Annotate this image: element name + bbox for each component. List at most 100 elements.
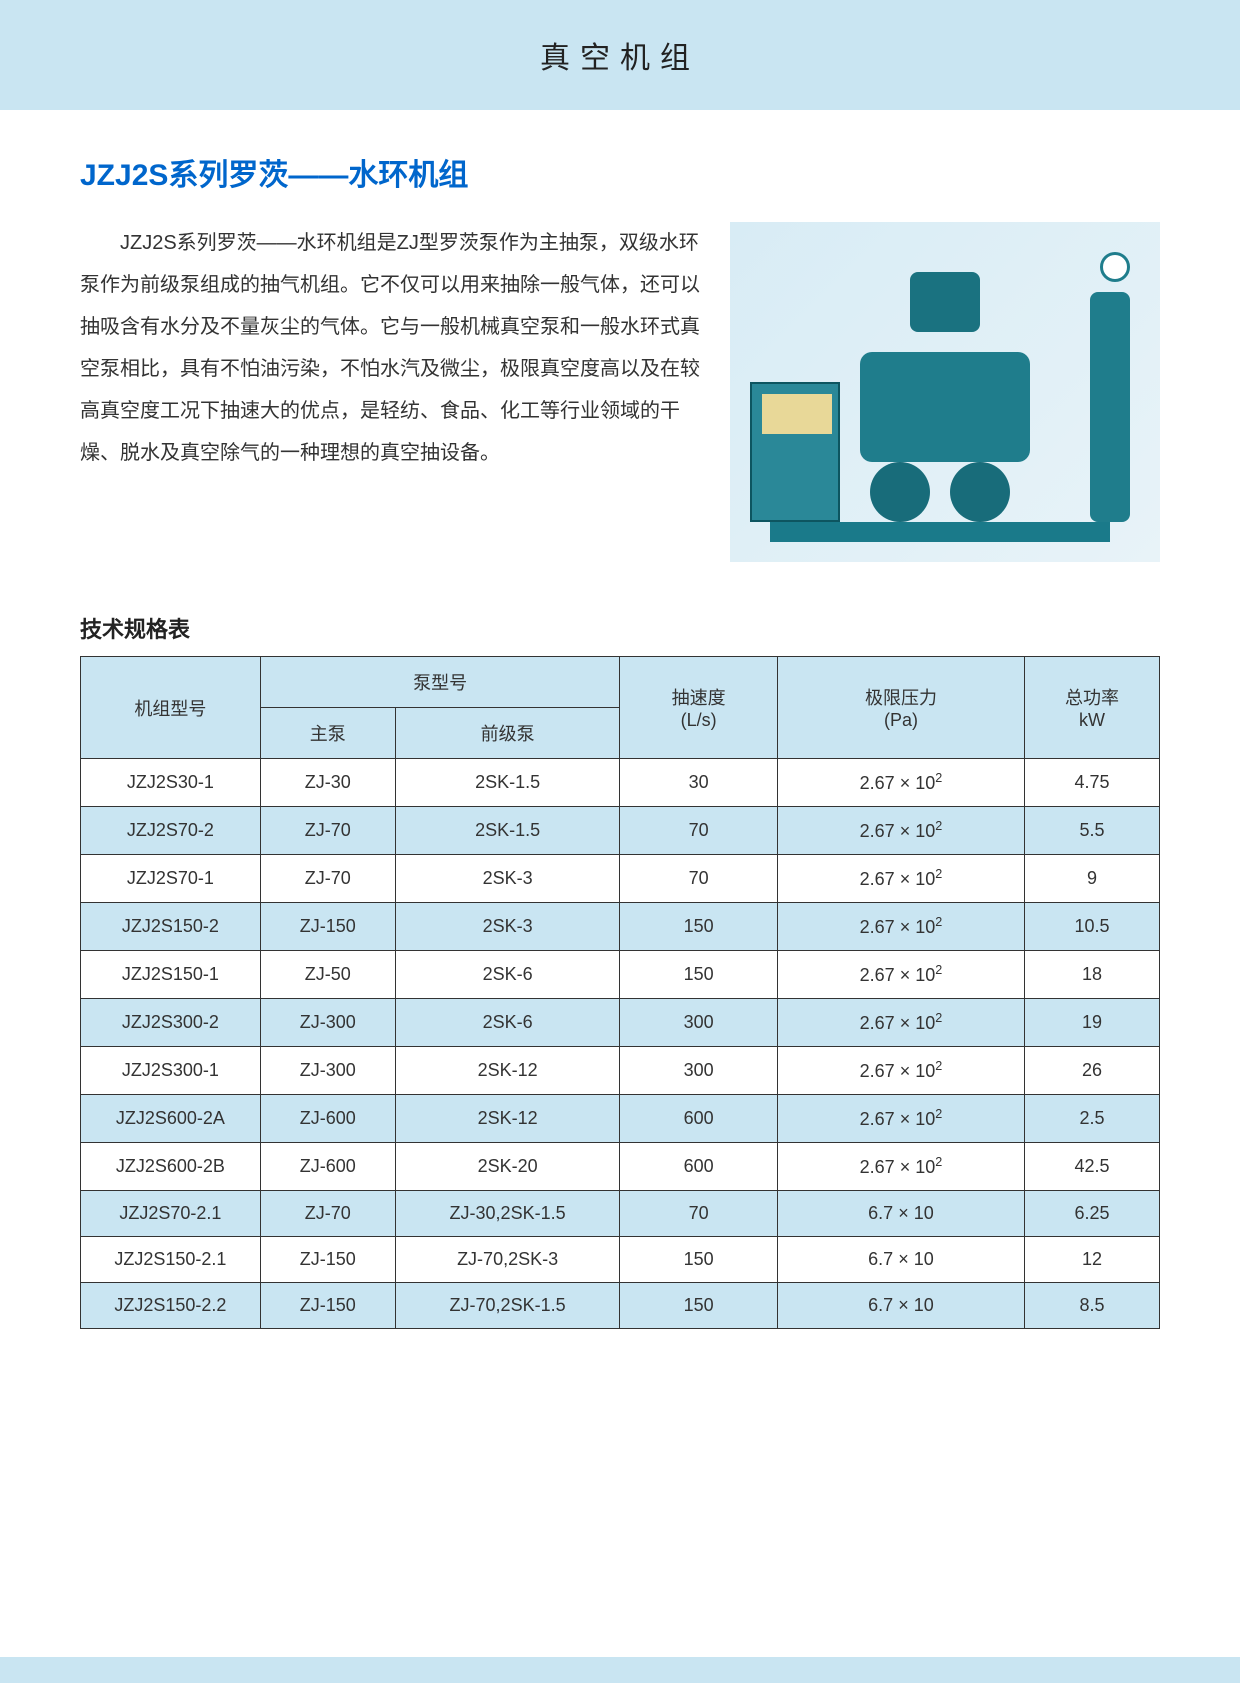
- cell-power: 18: [1025, 951, 1160, 999]
- table-row: JZJ2S150-2.2ZJ-150ZJ-70,2SK-1.51506.7 × …: [81, 1283, 1160, 1329]
- table-row: JZJ2S70-1ZJ-702SK-3702.67 × 1029: [81, 855, 1160, 903]
- table-row: JZJ2S600-2BZJ-6002SK-206002.67 × 10242.5: [81, 1143, 1160, 1191]
- th-power: 总功率 kW: [1025, 657, 1160, 759]
- page-header-band: 真空机组: [0, 0, 1240, 110]
- cell-power: 26: [1025, 1047, 1160, 1095]
- table-row: JZJ2S150-2.1ZJ-150ZJ-70,2SK-31506.7 × 10…: [81, 1237, 1160, 1283]
- cell-pressure: 6.7 × 10: [777, 1237, 1024, 1283]
- cell-model: JZJ2S70-2.1: [81, 1191, 261, 1237]
- cell-fore-pump: 2SK-6: [395, 951, 620, 999]
- cell-fore-pump: 2SK-12: [395, 1047, 620, 1095]
- cell-model: JZJ2S600-2B: [81, 1143, 261, 1191]
- cell-speed: 150: [620, 951, 777, 999]
- cell-fore-pump: 2SK-20: [395, 1143, 620, 1191]
- cell-fore-pump: ZJ-70,2SK-3: [395, 1237, 620, 1283]
- table-row: JZJ2S150-2ZJ-1502SK-31502.67 × 10210.5: [81, 903, 1160, 951]
- cell-main-pump: ZJ-150: [260, 1237, 395, 1283]
- cell-pressure: 2.67 × 102: [777, 999, 1024, 1047]
- th-power-label: 总功率: [1065, 688, 1119, 708]
- spec-table: 机组型号 泵型号 抽速度 (L/s) 极限压力 (Pa) 总功率 kW 主泵 前…: [80, 656, 1160, 1329]
- cell-pressure: 6.7 × 10: [777, 1191, 1024, 1237]
- table-row: JZJ2S70-2.1ZJ-70ZJ-30,2SK-1.5706.7 × 106…: [81, 1191, 1160, 1237]
- th-model: 机组型号: [81, 657, 261, 759]
- cell-main-pump: ZJ-300: [260, 999, 395, 1047]
- product-title: JZJ2S系列罗茨——水环机组: [80, 150, 1160, 194]
- cell-speed: 70: [620, 807, 777, 855]
- table-row: JZJ2S300-1ZJ-3002SK-123002.67 × 10226: [81, 1047, 1160, 1095]
- cell-power: 19: [1025, 999, 1160, 1047]
- cell-pressure: 2.67 × 102: [777, 1143, 1024, 1191]
- cell-fore-pump: 2SK-12: [395, 1095, 620, 1143]
- cell-model: JZJ2S300-1: [81, 1047, 261, 1095]
- table-row: JZJ2S150-1ZJ-502SK-61502.67 × 10218: [81, 951, 1160, 999]
- cell-main-pump: ZJ-30: [260, 759, 395, 807]
- cell-power: 5.5: [1025, 807, 1160, 855]
- cell-power: 9: [1025, 855, 1160, 903]
- cell-main-pump: ZJ-50: [260, 951, 395, 999]
- cell-power: 42.5: [1025, 1143, 1160, 1191]
- th-pressure: 极限压力 (Pa): [777, 657, 1024, 759]
- cell-speed: 300: [620, 999, 777, 1047]
- cell-main-pump: ZJ-150: [260, 1283, 395, 1329]
- th-pressure-unit: (Pa): [884, 710, 918, 730]
- cell-speed: 600: [620, 1143, 777, 1191]
- cell-power: 2.5: [1025, 1095, 1160, 1143]
- cell-speed: 300: [620, 1047, 777, 1095]
- cell-main-pump: ZJ-600: [260, 1095, 395, 1143]
- cell-fore-pump: 2SK-1.5: [395, 759, 620, 807]
- cell-power: 12: [1025, 1237, 1160, 1283]
- cell-main-pump: ZJ-70: [260, 855, 395, 903]
- cell-main-pump: ZJ-150: [260, 903, 395, 951]
- cell-speed: 70: [620, 1191, 777, 1237]
- cell-model: JZJ2S150-2: [81, 903, 261, 951]
- product-intro-text: JZJ2S系列罗茨——水环机组是ZJ型罗茨泵作为主抽泵，双级水环泵作为前级泵组成…: [80, 222, 700, 562]
- cell-fore-pump: ZJ-30,2SK-1.5: [395, 1191, 620, 1237]
- product-image: [730, 222, 1160, 562]
- table-row: JZJ2S70-2ZJ-702SK-1.5702.67 × 1025.5: [81, 807, 1160, 855]
- cell-fore-pump: 2SK-3: [395, 903, 620, 951]
- cell-fore-pump: 2SK-1.5: [395, 807, 620, 855]
- cell-power: 10.5: [1025, 903, 1160, 951]
- cell-pressure: 2.67 × 102: [777, 1095, 1024, 1143]
- th-speed-unit: (L/s): [681, 710, 717, 730]
- cell-power: 8.5: [1025, 1283, 1160, 1329]
- cell-speed: 30: [620, 759, 777, 807]
- cell-fore-pump: 2SK-3: [395, 855, 620, 903]
- cell-model: JZJ2S150-2.2: [81, 1283, 261, 1329]
- th-power-unit: kW: [1079, 710, 1105, 730]
- cell-pressure: 2.67 × 102: [777, 855, 1024, 903]
- cell-fore-pump: 2SK-6: [395, 999, 620, 1047]
- cell-model: JZJ2S150-2.1: [81, 1237, 261, 1283]
- th-fore-pump: 前级泵: [395, 708, 620, 759]
- cell-main-pump: ZJ-70: [260, 807, 395, 855]
- cell-pressure: 2.67 × 102: [777, 1047, 1024, 1095]
- footer-strip: [0, 1657, 1240, 1683]
- spec-table-head: 机组型号 泵型号 抽速度 (L/s) 极限压力 (Pa) 总功率 kW 主泵 前…: [81, 657, 1160, 759]
- cell-speed: 600: [620, 1095, 777, 1143]
- page-title: 真空机组: [540, 33, 700, 77]
- th-speed-label: 抽速度: [672, 688, 726, 708]
- cell-speed: 70: [620, 855, 777, 903]
- intro-row: JZJ2S系列罗茨——水环机组是ZJ型罗茨泵作为主抽泵，双级水环泵作为前级泵组成…: [80, 222, 1160, 562]
- cell-pressure: 6.7 × 10: [777, 1283, 1024, 1329]
- cell-model: JZJ2S600-2A: [81, 1095, 261, 1143]
- cell-fore-pump: ZJ-70,2SK-1.5: [395, 1283, 620, 1329]
- cell-main-pump: ZJ-70: [260, 1191, 395, 1237]
- cell-model: JZJ2S70-1: [81, 855, 261, 903]
- page-content: JZJ2S系列罗茨——水环机组 JZJ2S系列罗茨——水环机组是ZJ型罗茨泵作为…: [0, 110, 1240, 1329]
- cell-power: 4.75: [1025, 759, 1160, 807]
- cell-speed: 150: [620, 1237, 777, 1283]
- table-row: JZJ2S300-2ZJ-3002SK-63002.67 × 10219: [81, 999, 1160, 1047]
- cell-main-pump: ZJ-300: [260, 1047, 395, 1095]
- cell-model: JZJ2S70-2: [81, 807, 261, 855]
- cell-speed: 150: [620, 903, 777, 951]
- th-speed: 抽速度 (L/s): [620, 657, 777, 759]
- cell-pressure: 2.67 × 102: [777, 807, 1024, 855]
- cell-model: JZJ2S150-1: [81, 951, 261, 999]
- table-row: JZJ2S600-2AZJ-6002SK-126002.67 × 1022.5: [81, 1095, 1160, 1143]
- th-pressure-label: 极限压力: [865, 688, 937, 708]
- th-main-pump: 主泵: [260, 708, 395, 759]
- cell-model: JZJ2S300-2: [81, 999, 261, 1047]
- cell-model: JZJ2S30-1: [81, 759, 261, 807]
- cell-pressure: 2.67 × 102: [777, 759, 1024, 807]
